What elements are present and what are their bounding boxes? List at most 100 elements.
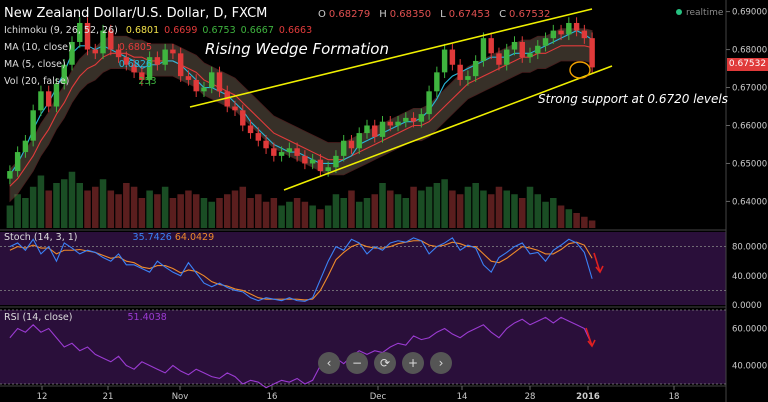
volume-bar: [169, 198, 177, 228]
rsi-legend[interactable]: RSI (14, close) 51.4038: [4, 312, 167, 323]
stoch-panel-bg: [0, 232, 726, 305]
candle: [294, 148, 300, 156]
time-tick-label: 14: [457, 392, 468, 402]
candle: [472, 60, 479, 77]
volume-bar: [480, 190, 487, 228]
candle: [30, 110, 36, 141]
candle: [14, 152, 21, 172]
rsi-label: RSI (14, close): [4, 312, 73, 323]
candle: [193, 79, 199, 92]
ohlc-value: 0.67532: [509, 9, 551, 20]
price-tick-label: 0.68000: [732, 46, 767, 56]
candle: [309, 159, 316, 164]
candle: [449, 49, 456, 65]
candle: [573, 22, 580, 31]
candle: [465, 76, 471, 80]
volume-bar: [37, 175, 45, 228]
candle: [240, 110, 246, 126]
candle: [340, 140, 347, 156]
ohlc-value: 0.68279: [328, 9, 371, 20]
ichimoku-values: 0.6801 0.6699 0.6753 0.6667 0.6663: [121, 25, 312, 36]
volume-bar: [402, 198, 410, 228]
ohlc-key: O: [318, 9, 326, 20]
ohlc-key: L: [440, 9, 446, 20]
volume-bar: [161, 186, 169, 228]
time-tick-label: 21: [103, 392, 114, 402]
ohlc-key: C: [499, 9, 507, 20]
vol-label: Vol (20, false): [4, 76, 70, 87]
candle: [201, 87, 207, 92]
ohlc-value: 0.68350: [389, 9, 432, 20]
candle: [542, 38, 549, 46]
volume-bar: [278, 205, 285, 228]
candle: [247, 125, 254, 134]
volume-bar: [14, 194, 21, 228]
ma10-legend[interactable]: MA (10, close) 0.6805: [4, 42, 152, 53]
volume-bar: [99, 179, 107, 228]
scroll-right-button[interactable]: ›: [430, 352, 452, 374]
ma5-legend[interactable]: MA (5, close) 0.6826: [4, 59, 152, 70]
ichimoku-value: 0.6699: [164, 25, 198, 36]
volume-bar: [433, 183, 441, 228]
scroll-left-button[interactable]: ‹: [318, 352, 340, 374]
candle: [317, 159, 324, 172]
zoom-out-button[interactable]: −: [346, 352, 368, 374]
candle: [263, 140, 269, 149]
candle: [550, 30, 557, 39]
stoch-tick-label: 80.0000: [732, 243, 767, 253]
volume-bar: [317, 209, 324, 228]
volume-legend[interactable]: Vol (20, false) 253: [4, 76, 157, 87]
ichimoku-value: 0.6667: [240, 25, 274, 36]
last-price-badge: 0.67532: [727, 58, 768, 71]
candle: [108, 30, 114, 50]
volume-bar: [130, 186, 138, 228]
time-tick-label: 2016: [576, 392, 600, 402]
candle: [457, 64, 463, 80]
volume-bar: [223, 194, 231, 228]
reset-button[interactable]: ⟳: [374, 352, 396, 374]
candle: [278, 152, 285, 156]
candle: [364, 125, 370, 134]
volume-bar: [511, 194, 518, 228]
stoch-tick-label: 40.0000: [732, 272, 767, 282]
candle: [488, 38, 494, 54]
candle: [589, 38, 595, 68]
candle: [162, 49, 168, 65]
stoch-d-value: 64.0429: [174, 232, 215, 243]
time-tick-label: 12: [37, 392, 48, 402]
candle: [22, 140, 29, 153]
wedge-lower-line: [283, 65, 613, 191]
volume-bar: [363, 198, 371, 228]
symbol-title: New Zealand Dollar/U.S. Dollar, D, FXCM: [4, 6, 268, 21]
volume-bar: [154, 194, 161, 228]
rsi-tick-label: 60.0000: [732, 325, 767, 335]
stoch-down-arrow-head: [595, 265, 604, 274]
volume-bar: [22, 198, 29, 228]
price-tick-label: 0.67000: [732, 84, 767, 94]
rsi-down-arrow-head: [587, 339, 596, 348]
stoch-legend[interactable]: Stoch (14, 3, 1) 35.7426 64.0429: [4, 232, 214, 243]
zoom-in-button[interactable]: +: [402, 352, 424, 374]
stoch-k-value: 35.7426: [132, 232, 172, 243]
candle: [209, 72, 215, 88]
volume-bar: [53, 183, 60, 228]
ichimoku-value: 0.6663: [278, 25, 313, 36]
ichimoku-value: 0.6801: [125, 25, 160, 36]
volume-bar: [208, 201, 215, 228]
volume-bar: [340, 198, 347, 228]
volume-bar: [192, 194, 200, 228]
candle: [418, 114, 425, 122]
volume-bar: [526, 186, 534, 228]
volume-bar: [324, 205, 332, 228]
volume-bar: [138, 198, 146, 228]
ma5-value: 0.6826: [118, 59, 152, 70]
volume-bar: [449, 190, 456, 228]
candle: [146, 57, 153, 80]
candle: [255, 133, 262, 141]
candle: [69, 41, 75, 65]
ichimoku-legend[interactable]: Ichimoku (9, 26, 52, 26) 0.6801 0.6699 0.6…: [4, 25, 312, 36]
candle: [348, 140, 355, 149]
time-tick-label: 18: [669, 392, 680, 402]
candle: [434, 72, 440, 92]
